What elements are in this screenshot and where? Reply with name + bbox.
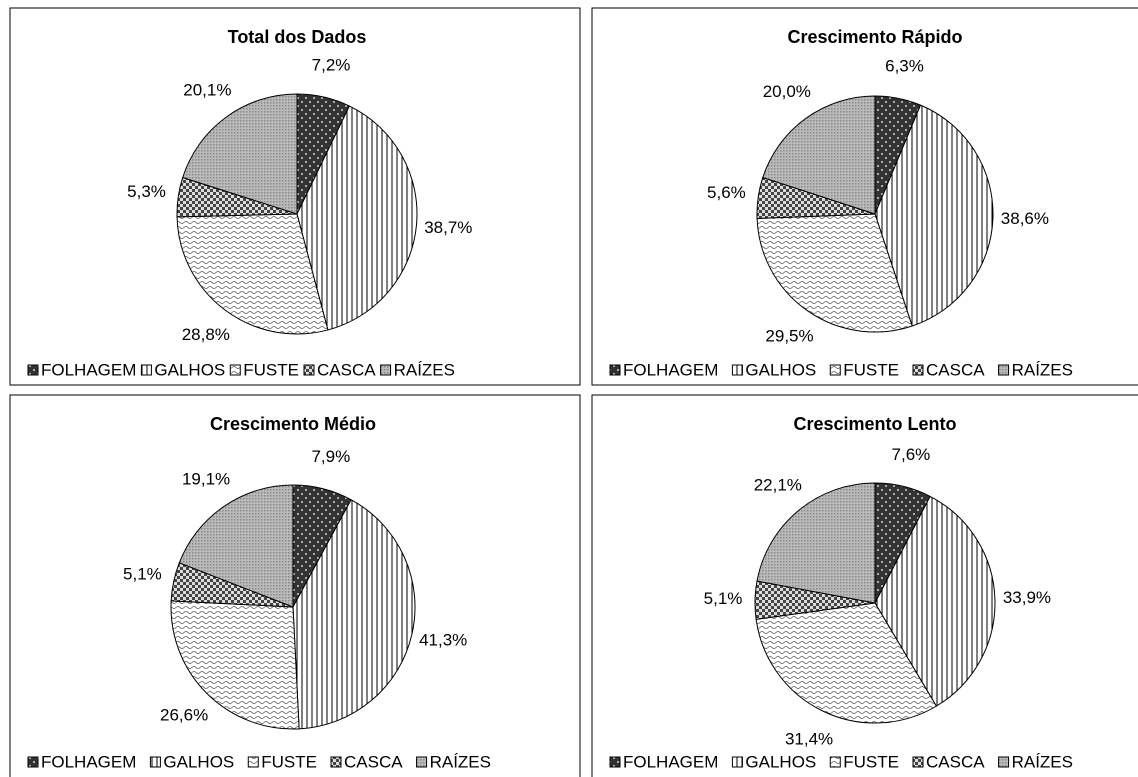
legend-label: FUSTE xyxy=(843,752,899,771)
legend-label: FOLHAGEM xyxy=(41,752,136,771)
pie-slice xyxy=(296,105,418,331)
data-label: 7,9% xyxy=(311,447,350,466)
legend-swatch xyxy=(998,364,1010,376)
data-label: 31,4% xyxy=(785,729,833,748)
legend-label: FUSTE xyxy=(843,360,899,379)
legend-swatch xyxy=(27,364,39,376)
legend-swatch xyxy=(247,756,259,768)
pie-slice xyxy=(756,213,913,333)
data-label: 5,1% xyxy=(123,564,162,583)
legend-swatch xyxy=(912,364,924,376)
legend-label: FOLHAGEM xyxy=(623,752,718,771)
legend-swatch xyxy=(229,364,241,376)
legend-label: CASCA xyxy=(317,360,376,379)
legend-swatch xyxy=(330,756,342,768)
legend-swatch xyxy=(303,364,315,376)
data-label: 5,6% xyxy=(707,183,746,202)
legend-swatch xyxy=(829,364,841,376)
legend-swatch xyxy=(380,364,392,376)
legend-label: GALHOS xyxy=(154,360,225,379)
data-label: 19,1% xyxy=(182,469,230,488)
pie-slice xyxy=(176,213,329,335)
data-label: 29,5% xyxy=(765,327,813,346)
data-label: 22,1% xyxy=(754,476,802,495)
legend-label: CASCA xyxy=(344,752,403,771)
data-label: 5,3% xyxy=(127,182,166,201)
legend-label: FOLHAGEM xyxy=(623,360,718,379)
pie-slice xyxy=(182,93,298,215)
legend-label: RAÍZES xyxy=(1012,752,1073,771)
chart-title: Total dos Dados xyxy=(228,27,367,47)
legend-swatch xyxy=(912,756,924,768)
legend-label: GALHOS xyxy=(745,360,816,379)
chart-title: Crescimento Médio xyxy=(210,414,376,434)
legend-label: RAÍZES xyxy=(1012,360,1073,379)
legend-swatch xyxy=(416,756,428,768)
data-label: 38,7% xyxy=(424,218,472,237)
legend-label: RAÍZES xyxy=(394,360,455,379)
legend-label: FOLHAGEM xyxy=(41,360,136,379)
pie-slice xyxy=(762,95,876,215)
data-label: 28,8% xyxy=(182,325,230,344)
data-label: 33,9% xyxy=(1003,588,1051,607)
data-label: 20,0% xyxy=(763,82,811,101)
legend-label: GALHOS xyxy=(163,752,234,771)
legend-swatch xyxy=(829,756,841,768)
legend-label: CASCA xyxy=(926,752,985,771)
legend-label: RAÍZES xyxy=(430,752,491,771)
legend-swatch xyxy=(149,756,161,768)
data-label: 26,6% xyxy=(160,705,208,724)
legend-swatch xyxy=(609,364,621,376)
chart-title: Crescimento Lento xyxy=(793,414,956,434)
pie-slice xyxy=(756,482,876,604)
data-label: 38,6% xyxy=(1001,209,1049,228)
legend-swatch xyxy=(998,756,1010,768)
legend-label: FUSTE xyxy=(243,360,299,379)
data-label: 41,3% xyxy=(419,631,467,650)
legend-swatch xyxy=(140,364,152,376)
data-label: 5,1% xyxy=(704,589,743,608)
legend-swatch xyxy=(609,756,621,768)
legend-swatch xyxy=(27,756,39,768)
pie-slice xyxy=(170,600,300,730)
legend-swatch xyxy=(731,756,743,768)
pie-slice xyxy=(178,484,294,608)
legend-label: FUSTE xyxy=(261,752,317,771)
data-label: 20,1% xyxy=(183,81,231,100)
pie-slice xyxy=(874,495,996,707)
legend-label: CASCA xyxy=(926,360,985,379)
data-label: 7,2% xyxy=(312,55,351,74)
pie-slice xyxy=(755,602,938,724)
pie-slice xyxy=(292,499,416,730)
data-label: 6,3% xyxy=(885,56,924,75)
legend-label: GALHOS xyxy=(745,752,816,771)
pie-slice xyxy=(874,104,994,327)
legend-swatch xyxy=(731,364,743,376)
data-label: 7,6% xyxy=(892,445,931,464)
chart-title: Crescimento Rápido xyxy=(787,27,962,47)
